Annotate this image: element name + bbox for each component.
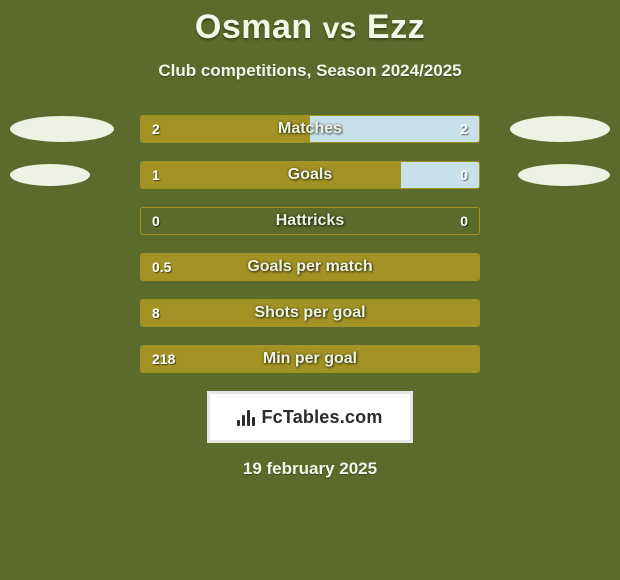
stat-bar: Goals10 [140, 161, 480, 189]
bar-right-fill [401, 162, 479, 188]
page-title: Osman vs Ezz [0, 8, 620, 47]
subtitle: Club competitions, Season 2024/2025 [0, 61, 620, 81]
branding-text: FcTables.com [261, 407, 382, 428]
stat-bar: Hattricks0 0 [140, 207, 480, 235]
bar-left-fill [141, 162, 401, 188]
stat-row: Min per goal218 [0, 345, 620, 373]
stat-row: Matches22 [0, 115, 620, 143]
player-marker-right [518, 164, 610, 186]
stat-row: Goals10 [0, 161, 620, 189]
bar-right-fill [310, 116, 479, 142]
bar-left-fill [141, 116, 310, 142]
stat-label: Hattricks [141, 208, 479, 234]
player-marker-left [10, 116, 114, 142]
player-marker-right [510, 116, 610, 142]
stat-bar: Goals per match0.5 [140, 253, 480, 281]
title-vs: vs [323, 12, 357, 45]
comparison-card: Osman vs Ezz Club competitions, Season 2… [0, 0, 620, 580]
stat-bar: Min per goal218 [140, 345, 480, 373]
stat-bar: Shots per goal8 [140, 299, 480, 327]
player-marker-left [10, 164, 90, 186]
stat-value-left: 0 [152, 208, 160, 234]
date-text: 19 february 2025 [0, 459, 620, 479]
bar-left-fill [141, 346, 479, 372]
bar-left-fill [141, 254, 479, 280]
stat-bar: Matches22 [140, 115, 480, 143]
stat-row: Shots per goal8 [0, 299, 620, 327]
stat-row: Hattricks0 0 [0, 207, 620, 235]
title-player2: Ezz [367, 8, 425, 46]
bar-left-fill [141, 300, 479, 326]
title-player1: Osman [195, 8, 313, 46]
stats-area: Matches22 Goals10 Hattricks0 0 Goals per mat… [0, 115, 620, 373]
branding-badge: FcTables.com [207, 391, 413, 443]
stat-row: Goals per match0.5 [0, 253, 620, 281]
stat-value-right: 0 [460, 208, 468, 234]
bars-chart-icon [237, 408, 255, 426]
